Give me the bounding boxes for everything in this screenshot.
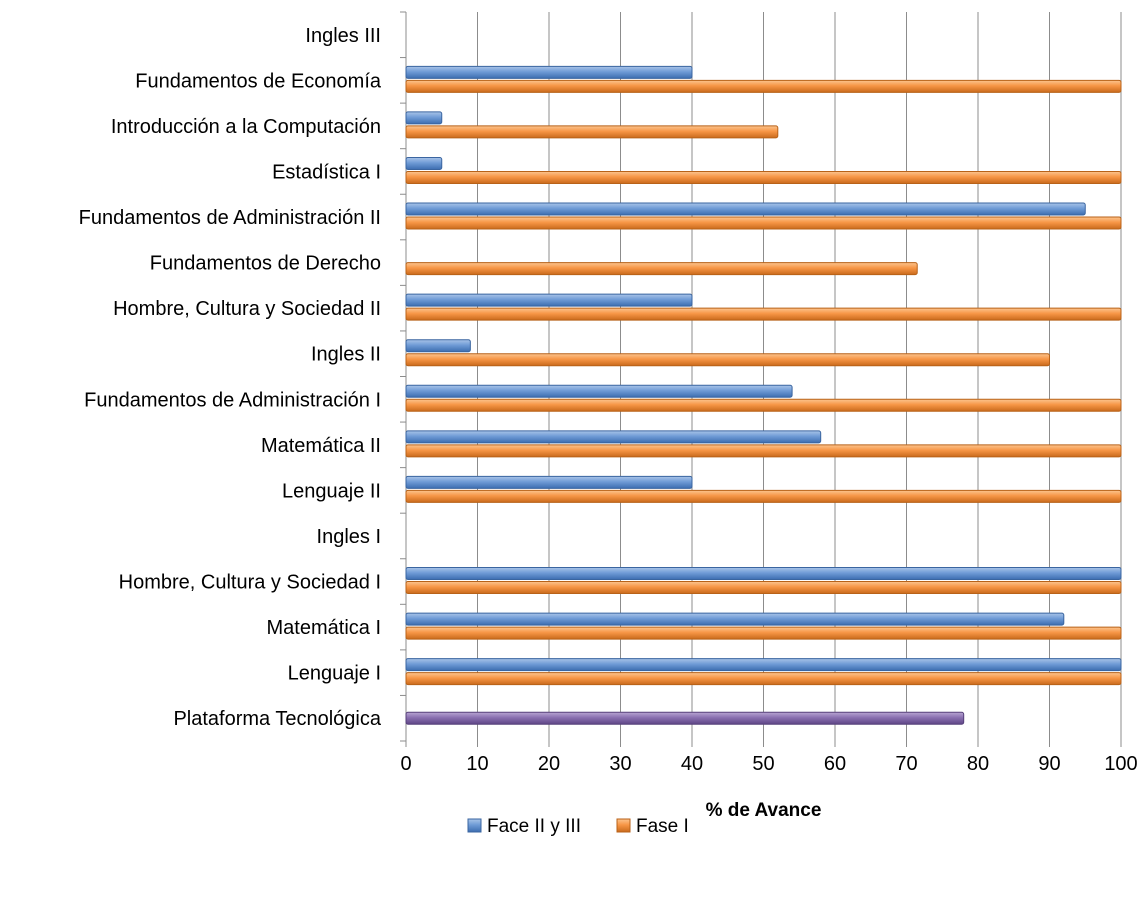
category-label: Ingles I bbox=[317, 526, 381, 548]
category-label: Estadística I bbox=[272, 161, 381, 183]
bar-fase-i bbox=[405, 398, 1122, 412]
bar-fase-i bbox=[405, 444, 1122, 458]
category-label: Fundamentos de Economía bbox=[135, 70, 382, 92]
category-label: Fundamentos de Administración I bbox=[84, 389, 381, 411]
category-label: Matemática II bbox=[261, 435, 381, 457]
category-label: Hombre, Cultura y Sociedad I bbox=[119, 572, 381, 594]
bar-face-ii-iii bbox=[405, 384, 793, 398]
x-tick-label: 90 bbox=[1038, 753, 1060, 775]
legend-swatch bbox=[467, 818, 482, 833]
bar-face-ii-iii bbox=[405, 612, 1065, 626]
legend-item: Face II y III bbox=[467, 816, 581, 837]
x-tick-label: 100 bbox=[1104, 753, 1137, 775]
bar-face-ii-iii bbox=[405, 430, 822, 444]
category-label: Lenguaje I bbox=[288, 663, 381, 685]
category-label: Ingles III bbox=[305, 25, 381, 47]
x-tick-label: 50 bbox=[752, 753, 774, 775]
bar-fase-i bbox=[405, 79, 1122, 93]
category-label: Introducción a la Computación bbox=[111, 116, 381, 138]
bar-fase-i bbox=[405, 170, 1122, 184]
x-tick-label: 40 bbox=[681, 753, 703, 775]
legend-item: Fase I bbox=[616, 816, 689, 837]
x-tick-label: 30 bbox=[609, 753, 631, 775]
bar-face-ii-iii bbox=[405, 111, 443, 125]
x-tick-label: 10 bbox=[466, 753, 488, 775]
category-label: Plataforma Tecnológica bbox=[173, 708, 381, 730]
legend: Face II y III Fase I bbox=[467, 816, 689, 837]
bar-fase-i bbox=[405, 581, 1122, 595]
category-label: Fundamentos de Administración II bbox=[79, 207, 381, 229]
bar-face-ii-iii bbox=[405, 567, 1122, 581]
bar-fase-i bbox=[405, 216, 1122, 230]
x-axis-title: % de Avance bbox=[706, 800, 822, 821]
category-label: Hombre, Cultura y Sociedad II bbox=[113, 298, 381, 320]
bar-face-ii-iii bbox=[405, 475, 693, 489]
bar-fase-i bbox=[405, 262, 918, 276]
labels: 0 10 20 30 40 50 60 70 80 90 100 % de Avance Platafo… bbox=[79, 25, 1138, 821]
bar-fase-i bbox=[405, 489, 1122, 503]
category-label: Lenguaje II bbox=[282, 480, 381, 502]
x-tick-label: 60 bbox=[824, 753, 846, 775]
bars bbox=[405, 65, 1122, 725]
bar-face-ii-iii bbox=[405, 658, 1122, 672]
legend-label: Fase I bbox=[636, 816, 689, 837]
bar-fase-i bbox=[405, 125, 779, 139]
x-tick-label: 70 bbox=[895, 753, 917, 775]
x-tick-label: 20 bbox=[538, 753, 560, 775]
bar-face-ii-iii bbox=[405, 65, 693, 79]
bar-plataforma bbox=[405, 711, 965, 725]
legend-swatch bbox=[616, 818, 631, 833]
bar-fase-i bbox=[405, 672, 1122, 686]
x-tick-label: 0 bbox=[400, 753, 411, 775]
x-tick-label: 80 bbox=[967, 753, 989, 775]
category-label: Matemática I bbox=[267, 617, 381, 639]
bar-fase-i bbox=[405, 626, 1122, 640]
bar-face-ii-iii bbox=[405, 156, 443, 170]
bar-face-ii-iii bbox=[405, 202, 1086, 216]
category-label: Ingles II bbox=[311, 344, 381, 366]
legend-label: Face II y III bbox=[487, 816, 581, 837]
bar-fase-i bbox=[405, 307, 1122, 321]
bar-fase-i bbox=[405, 353, 1050, 367]
bar-face-ii-iii bbox=[405, 339, 471, 353]
bar-face-ii-iii bbox=[405, 293, 693, 307]
category-label: Fundamentos de Derecho bbox=[150, 253, 381, 275]
